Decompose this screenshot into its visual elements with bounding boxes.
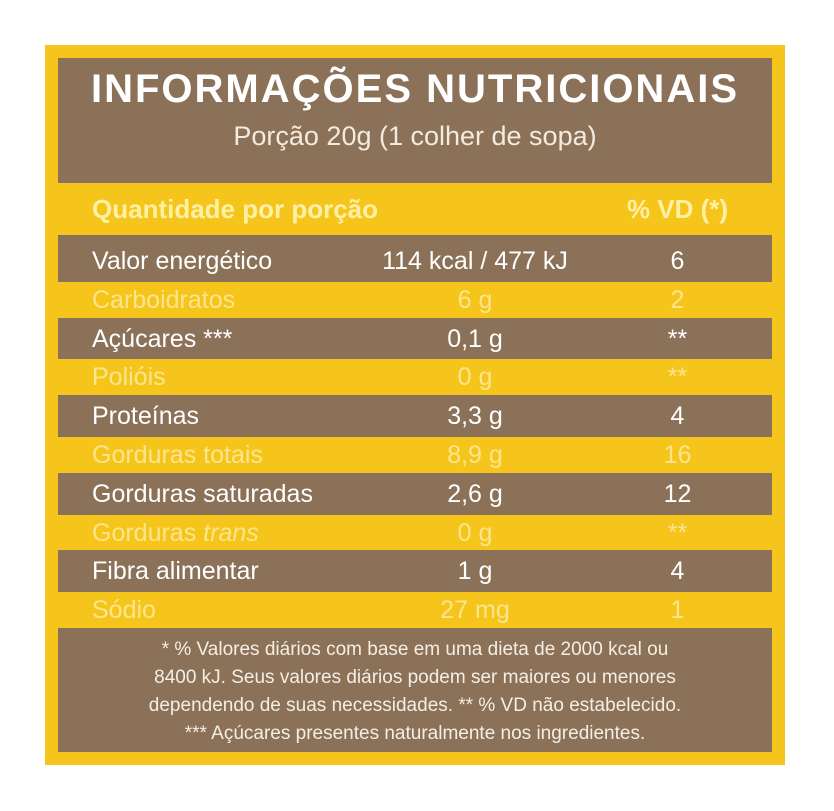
nutrient-amount: 3,3 g: [447, 402, 503, 431]
nutrient-name-text: Gorduras: [92, 518, 197, 547]
nutrient-name-text: Gorduras saturadas: [92, 479, 313, 508]
nutrient-name: Valor energético: [92, 242, 272, 280]
nutrient-vd: 4: [670, 557, 685, 586]
title: INFORMAÇÕES NUTRICIONAIS: [91, 67, 739, 111]
nutrient-amount: 1 g: [457, 557, 493, 586]
label-frame: INFORMAÇÕES NUTRICIONAIS Porção 20g (1 c…: [45, 45, 785, 765]
nutrient-vd: 6: [670, 247, 685, 275]
header-band: [45, 183, 785, 235]
nutrient-name: Polióis: [92, 358, 166, 396]
footnote: *** Açúcares presentes naturalmente nos …: [184, 723, 646, 744]
nutrient-vd: **: [667, 363, 688, 392]
header-vd: % VD (*): [626, 194, 729, 224]
row-band: [45, 437, 785, 473]
nutrient-name-text: Açúcares ***: [92, 324, 233, 353]
nutrient-name-text: Valor energético: [92, 247, 273, 275]
header-quantity: Quantidade por porção: [92, 194, 379, 224]
nutrient-vd: **: [667, 324, 688, 353]
nutrient-name: Carboidratos: [92, 281, 235, 319]
nutrient-amount: 0 g: [457, 518, 493, 547]
nutrient-name-text: Sódio: [92, 596, 156, 625]
nutrient-vd: 2: [670, 285, 685, 314]
nutrient-name: Açúcares ***: [92, 320, 232, 358]
nutrient-name: Gorduras trans: [92, 514, 259, 552]
nutrient-amount: 0 g: [457, 363, 493, 392]
footnote: dependendo de suas necessidades. ** % VD…: [148, 695, 682, 716]
nutrient-name-text: Polióis: [92, 363, 166, 392]
nutrient-amount: 0,1 g: [447, 324, 503, 353]
nutrient-name: Fibra alimentar: [92, 552, 259, 590]
row-band: [45, 359, 785, 396]
nutrient-amount: 114 kcal / 477 kJ: [382, 247, 568, 275]
nutrient-vd: 12: [663, 479, 692, 508]
subtitle: Porção 20g (1 colher de sopa): [233, 121, 597, 151]
nutrient-vd: 1: [670, 596, 685, 625]
nutrient-name: Proteínas: [92, 397, 199, 435]
nutrient-name-text: Fibra alimentar: [92, 557, 259, 586]
nutrient-name: Gorduras totais: [92, 436, 263, 474]
nutrient-name: Sódio: [92, 591, 156, 629]
label-panel: [58, 58, 772, 752]
nutrient-name: Gorduras saturadas: [92, 475, 313, 513]
nutrient-name-text: Proteínas: [92, 402, 200, 431]
nutrient-amount: 6 g: [457, 285, 493, 314]
nutrient-amount: 8,9 g: [447, 441, 503, 469]
row-band: [45, 592, 785, 628]
nutrient-vd: **: [667, 518, 688, 547]
nutrient-name-text: Gorduras totais: [92, 441, 263, 469]
row-band: [45, 514, 785, 551]
nutrient-name-text: Carboidratos: [92, 285, 236, 314]
footnote: 8400 kJ. Seus valores diários podem ser …: [154, 667, 676, 688]
nutrient-amount: 27 mg: [440, 596, 510, 625]
row-band: [45, 281, 785, 318]
nutrient-vd: 16: [663, 441, 692, 469]
footnote: * % Valores diários com base em uma diet…: [161, 639, 669, 660]
nutrient-name-italic: trans: [203, 518, 259, 547]
nutrient-amount: 2,6 g: [447, 479, 503, 508]
nutrient-vd: 4: [670, 402, 685, 431]
